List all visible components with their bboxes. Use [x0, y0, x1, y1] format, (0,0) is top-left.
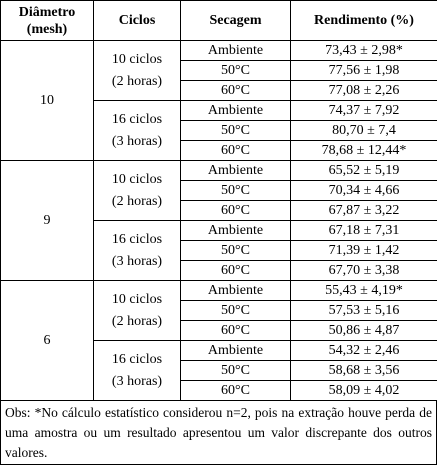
yield-cell: 50,86 ± 4,87 — [290, 320, 437, 341]
data-row: 50°C 71,39 ± 1,42 — [1, 240, 437, 261]
header-cell: Secagem — [180, 0, 291, 41]
diameter-cell: 6 — [0, 280, 94, 401]
note: Obs: *No cálculo estatístico considerou … — [0, 401, 437, 465]
data-row: 50°C 80,70 ± 7,4 — [1, 120, 437, 141]
header-cell: Diâmetro (mesh) — [0, 0, 94, 41]
cycles-cell: 16 ciclos (3 horas) — [93, 340, 181, 401]
cycles-cell: 10 ciclos (2 horas) — [93, 280, 181, 341]
data-row: 6 10 ciclos (2 horas) Ambiente 55,43 ± 4,19… — [0, 280, 437, 401]
yield-cell: 67,87 ± 3,22 — [290, 200, 437, 221]
drying-cell: 60°C — [180, 80, 291, 101]
yield-cell: 67,18 ± 7,31 — [290, 220, 437, 241]
data-row: 10 10 ciclos (2 horas) Ambiente 73,43 ± 2,9… — [0, 40, 437, 161]
drying-cell: 60°C — [180, 260, 291, 281]
yield-cell: 67,70 ± 3,38 — [290, 260, 437, 281]
header-cell: Ciclos — [93, 0, 181, 41]
header-row: Diâmetro (mesh) Ciclos Secagem Rendiment… — [0, 0, 437, 41]
drying-cell: 50°C — [180, 360, 291, 381]
data-row: 60°C 58,09 ± 4,02 — [1, 380, 437, 401]
diameter-cell: 10 — [0, 40, 94, 161]
yield-cell: 78,68 ± 12,44* — [290, 140, 437, 161]
yield-cell: 55,43 ± 4,19* — [290, 280, 437, 301]
data-row: 16 ciclos (3 horas) Ambiente 54,32 ± 2,46 — [1, 340, 437, 401]
drying-cell: 50°C — [180, 240, 291, 261]
table-body: 10 10 ciclos (2 horas) Ambiente 73,43 ± 2,9… — [0, 40, 437, 401]
drying-cell: Ambiente — [180, 100, 291, 121]
data-row: 60°C 77,08 ± 2,26 — [1, 80, 437, 101]
data-row: 50°C 70,34 ± 4,66 — [1, 180, 437, 201]
cycles-cell: 16 ciclos (3 horas) — [93, 100, 181, 161]
drying-cell: Ambiente — [180, 40, 291, 61]
yield-cell: 58,09 ± 4,02 — [290, 380, 437, 401]
cycles-cell: 16 ciclos (3 horas) — [93, 220, 181, 281]
header-cell: Rendimento (%) — [290, 0, 437, 41]
data-row: 9 10 ciclos (2 horas) Ambiente 65,52 ± 5,19 — [0, 160, 437, 281]
drying-cell: 50°C — [180, 60, 291, 81]
drying-cell: 60°C — [180, 320, 291, 341]
drying-cell: Ambiente — [180, 220, 291, 241]
yield-cell: 74,37 ± 7,92 — [290, 100, 437, 121]
yield-cell: 54,32 ± 2,46 — [290, 340, 437, 361]
yield-cell: 65,52 ± 5,19 — [290, 160, 437, 181]
results-table: Diâmetro (mesh) Ciclos Secagem Rendiment… — [0, 0, 437, 401]
drying-cell: 60°C — [180, 200, 291, 221]
data-row: 50°C 58,68 ± 3,56 — [1, 360, 437, 381]
drying-cell: 60°C — [180, 140, 291, 161]
drying-cell: 50°C — [180, 120, 291, 141]
yield-cell: 70,34 ± 4,66 — [290, 180, 437, 201]
drying-cell: Ambiente — [180, 160, 291, 181]
yield-cell: 77,08 ± 2,26 — [290, 80, 437, 101]
drying-cell: Ambiente — [180, 340, 291, 361]
yield-cell: 77,56 ± 1,98 — [290, 60, 437, 81]
cycles-cell: 10 ciclos (2 horas) — [93, 40, 181, 101]
cycles-cell: 10 ciclos (2 horas) — [93, 160, 181, 221]
yield-cell: 58,68 ± 3,56 — [290, 360, 437, 381]
diameter-cell: 9 — [0, 160, 94, 281]
drying-cell: 60°C — [180, 380, 291, 401]
yield-cell: 71,39 ± 1,42 — [290, 240, 437, 261]
drying-cell: 50°C — [180, 180, 291, 201]
drying-cell: 50°C — [180, 300, 291, 321]
data-row: 16 ciclos (3 horas) Ambiente 67,18 ± 7,31 — [1, 220, 437, 281]
drying-cell: Ambiente — [180, 280, 291, 301]
yield-cell: 57,53 ± 5,16 — [290, 300, 437, 321]
data-row: 60°C 50,86 ± 4,87 — [1, 320, 437, 341]
yield-cell: 73,43 ± 2,98* — [290, 40, 437, 61]
yield-cell: 80,70 ± 7,4 — [290, 120, 437, 141]
